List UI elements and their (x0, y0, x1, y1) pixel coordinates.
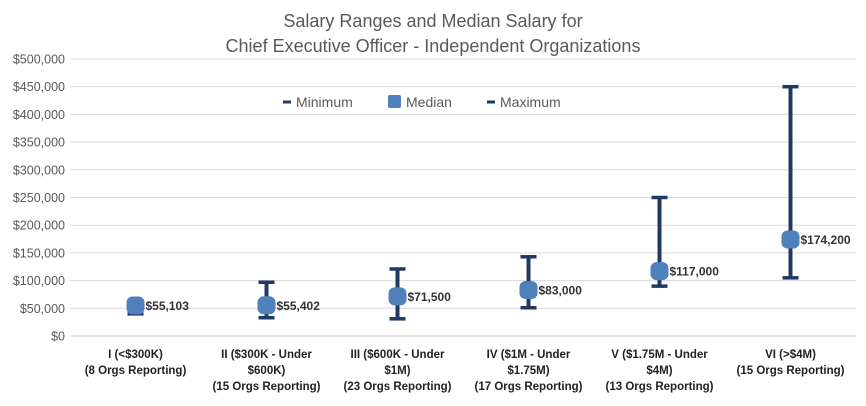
y-tick-label: $200,000 (13, 219, 65, 233)
x-tick-label: (8 Orgs Reporting) (85, 365, 187, 377)
y-tick-label: $250,000 (13, 191, 65, 205)
median-data-label: $55,402 (277, 299, 321, 313)
y-tick-label: $300,000 (13, 163, 65, 177)
x-tick-label: I (<$300K) (108, 349, 163, 361)
legend: Minimum Median Maximum (283, 94, 561, 110)
x-tick-label: $4M) (646, 365, 672, 377)
gridlines (70, 58, 856, 337)
median-data-label: $117,000 (670, 265, 720, 279)
median-data-label: $71,500 (408, 290, 452, 304)
x-tick-label: (13 Orgs Reporting) (606, 381, 714, 393)
legend-median-label: Median (406, 94, 452, 110)
x-tick-label: (23 Orgs Reporting) (344, 381, 452, 393)
median-data-label: $55,103 (146, 299, 190, 313)
median-marker (650, 262, 669, 281)
legend-minimum-label: Minimum (296, 94, 353, 110)
x-tick-label: (15 Orgs Reporting) (737, 365, 845, 377)
x-tick-label: V ($1.75M - Under (611, 349, 708, 361)
median-marker (519, 281, 538, 300)
chart-title-line-1: Salary Ranges and Median Salary for (283, 11, 582, 31)
y-tick-label: $100,000 (13, 274, 65, 288)
x-tick-label: $600K) (248, 365, 286, 377)
median-data-label: $83,000 (539, 284, 583, 298)
median-marker (781, 230, 800, 249)
x-tick-label: III ($600K - Under (351, 349, 445, 361)
series-marks: $55,103 $55,402 $71,500 $83,000 $117,000 $174… (126, 84, 851, 321)
legend-maximum-label: Maximum (500, 94, 561, 110)
median-marker (388, 287, 407, 306)
x-tick-label: $1M) (384, 365, 410, 377)
y-tick-label: $500,000 (13, 53, 65, 67)
x-tick-label: (17 Orgs Reporting) (475, 381, 583, 393)
x-tick-label: $1.75M) (507, 365, 549, 377)
y-tick-label: $400,000 (13, 108, 65, 122)
x-tick-label: II ($300K - Under (221, 349, 312, 361)
chart-title-line-2: Chief Executive Officer - Independent Or… (226, 36, 641, 56)
median-marker (257, 296, 276, 315)
y-tick-label: $350,000 (13, 136, 65, 150)
x-tick-label: IV ($1M - Under (487, 349, 571, 361)
y-tick-label: $50,000 (20, 302, 65, 316)
y-tick-label: $450,000 (13, 80, 65, 94)
y-tick-label: $0 (51, 330, 65, 344)
median-marker (126, 296, 145, 315)
x-tick-label: VI (>$4M) (765, 349, 816, 361)
x-tick-label: (15 Orgs Reporting) (213, 381, 321, 393)
y-axis-ticks: $0 $50,000 $100,000 $150,000 $200,000 $250,00… (13, 53, 65, 344)
y-tick-label: $150,000 (13, 246, 65, 260)
legend-median-marker (388, 95, 401, 108)
median-data-label: $174,200 (801, 233, 851, 247)
x-axis-ticks: I (<$300K) (8 Orgs Reporting) II ($300K - … (85, 349, 845, 393)
